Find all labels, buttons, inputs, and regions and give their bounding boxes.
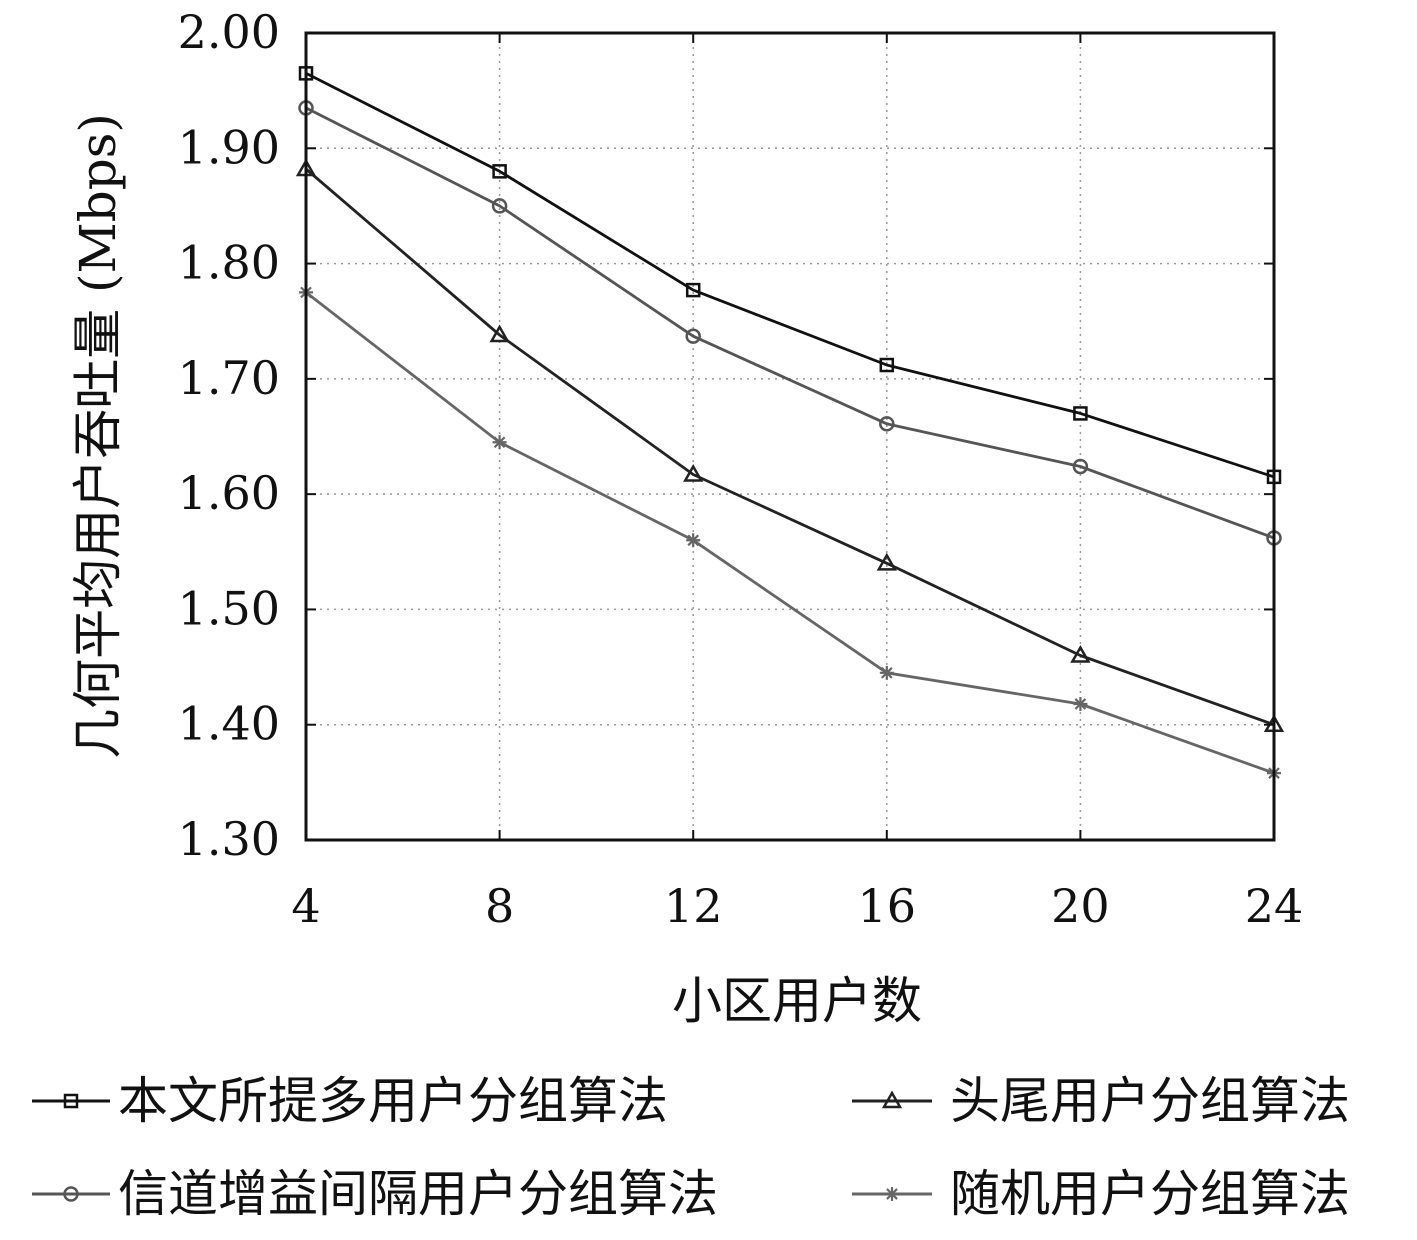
y-tick-label: 1.50: [178, 581, 280, 635]
legend-marker: [63, 1093, 79, 1109]
y-tick-label: 1.70: [178, 351, 280, 405]
data-point: [685, 282, 701, 298]
legend-item: 本文所提多用户分组算法: [32, 1072, 668, 1130]
x-tick-label: 16: [858, 879, 917, 933]
legend-item: 头尾用户分组算法: [852, 1072, 1350, 1130]
data-point: [491, 198, 508, 214]
plot-frame: [304, 31, 1276, 842]
legend-label: 信道增益间隔用户分组算法: [118, 1165, 718, 1223]
legend-item: 随机用户分组算法: [852, 1165, 1350, 1223]
data-point: [492, 435, 507, 450]
legend-item: 信道增益间隔用户分组算法: [32, 1165, 718, 1223]
y-axis-title: 几何平均用户吞吐量 (Mbps): [69, 113, 127, 759]
data-point: [685, 328, 701, 344]
grid: [306, 33, 1274, 840]
legend-label: 头尾用户分组算法: [950, 1072, 1350, 1130]
data-point: [1073, 696, 1088, 711]
data-point: [879, 357, 895, 373]
data-point: [1072, 458, 1089, 475]
data-point: [876, 552, 897, 571]
x-tick-label: 24: [1245, 879, 1304, 933]
legend-marker: [63, 1186, 79, 1202]
data-point: [1070, 645, 1091, 663]
y-tick-label: 2.00: [178, 5, 280, 59]
data-point: [879, 665, 894, 680]
x-tick-label: 20: [1051, 879, 1110, 933]
legend-label: 本文所提多用户分组算法: [118, 1072, 668, 1130]
legend-marker: [885, 1187, 899, 1201]
legend-marker: [881, 1090, 903, 1109]
y-tick-label: 1.30: [178, 812, 280, 866]
data-point: [489, 324, 510, 343]
series-line-1: [305, 72, 1275, 479]
series-line-3: [305, 106, 1275, 540]
data-point: [879, 416, 895, 432]
data-point: [686, 533, 701, 548]
y-tick-label: 1.40: [178, 697, 280, 751]
x-axis: 4 8 12 16 20 24: [291, 33, 1303, 933]
x-tick-label: 8: [485, 879, 514, 933]
data-point: [1073, 406, 1088, 421]
data-point: [492, 164, 507, 179]
x-axis-title: 小区用户数: [672, 972, 922, 1030]
series-line-2: [305, 167, 1275, 727]
legend-label: 随机用户分组算法: [950, 1165, 1350, 1223]
x-tick-label: 12: [664, 879, 723, 933]
series-group: [295, 66, 1285, 781]
y-tick-label: 1.90: [178, 120, 280, 174]
data-point: [683, 464, 704, 482]
y-tick-label: 1.80: [178, 236, 280, 290]
y-tick-label: 1.60: [178, 466, 280, 520]
series-line-4: [305, 291, 1275, 775]
y-axis: 1.30 1.40 1.50 1.60 1.70 1.80 1.90 2.00: [178, 5, 1274, 866]
x-tick-label: 4: [291, 879, 320, 933]
